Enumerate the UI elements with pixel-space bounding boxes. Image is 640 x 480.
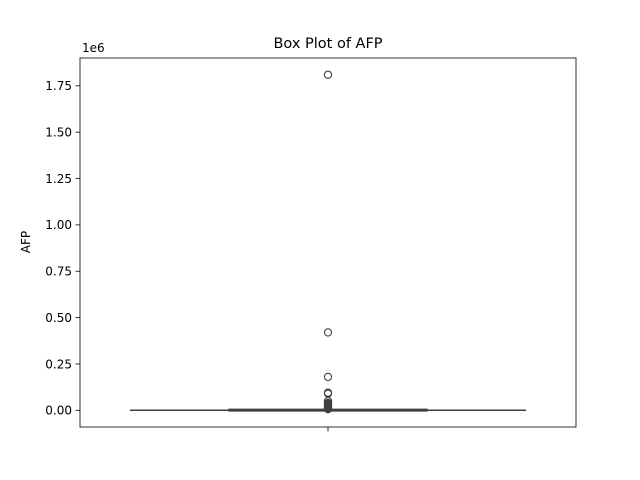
y-tick-label: 0.25 <box>45 357 72 371</box>
y-tick-label: 1.00 <box>45 218 72 232</box>
y-tick-label: 0.75 <box>45 265 72 279</box>
outlier-point <box>323 70 333 79</box>
outlier-point <box>323 328 333 337</box>
outlier-point <box>323 405 333 414</box>
y-tick-label: 1.75 <box>45 79 72 93</box>
y-tick-label: 0.00 <box>45 404 72 418</box>
plot-area <box>130 70 526 414</box>
y-offset-label: 1e6 <box>82 41 105 55</box>
chart-title: Box Plot of AFP <box>273 36 382 52</box>
y-tick-label: 1.50 <box>45 125 72 139</box>
y-tick-label: 0.50 <box>45 311 72 325</box>
outlier-point <box>323 372 333 382</box>
y-axis-label: AFP <box>19 231 33 253</box>
plot-frame <box>79 57 577 428</box>
y-axis-ticks: 0.00 0.25 0.50 0.75 1.00 1.25 1.50 1.75 <box>45 79 80 418</box>
y-tick-label: 1.25 <box>45 172 72 186</box>
